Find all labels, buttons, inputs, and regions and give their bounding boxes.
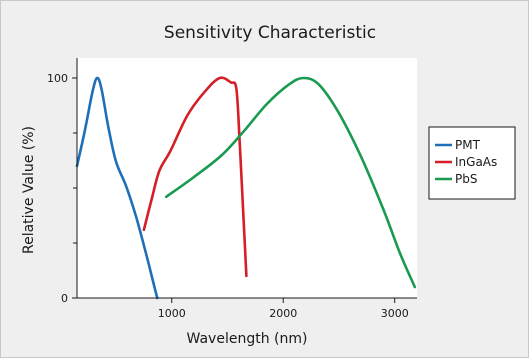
y-tick-label: 100 <box>47 72 68 85</box>
legend: PMT InGaAs PbS <box>428 126 516 200</box>
legend-label-pbs: PbS <box>455 172 477 186</box>
x-tick-label: 2000 <box>269 307 297 320</box>
legend-label-pmt: PMT <box>455 138 481 152</box>
y-tick-label: 0 <box>61 292 68 305</box>
series-line-pmt <box>75 76 159 300</box>
series-line-ingaas <box>142 76 248 278</box>
tick-layer: 1000 2000 3000 0 100 <box>47 72 409 320</box>
legend-box <box>428 126 516 200</box>
plot-area <box>77 58 417 298</box>
x-tick-label: 1000 <box>158 307 186 320</box>
series-line-pbs <box>164 76 417 289</box>
legend-label-ingaas: InGaAs <box>455 155 497 169</box>
series-layer <box>75 76 417 300</box>
chart-title: Sensitivity Characteristic <box>164 23 376 43</box>
x-axis-label: Wavelength (nm) <box>187 331 308 347</box>
y-axis-label: Relative Value (%) <box>21 126 37 254</box>
x-tick-label: 3000 <box>381 307 409 320</box>
